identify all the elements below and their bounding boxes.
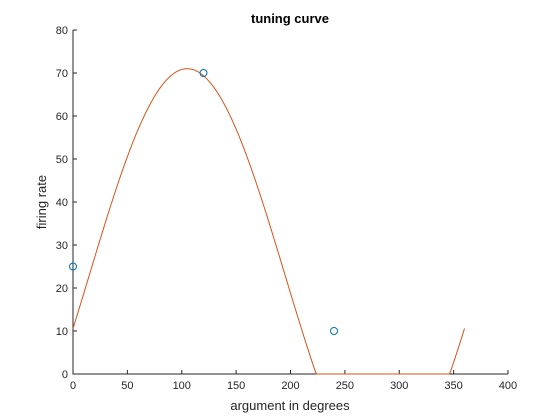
data-point-marker xyxy=(330,327,338,335)
x-tick-label: 150 xyxy=(227,380,245,392)
y-axis-label: firing rate xyxy=(34,175,49,229)
x-tick-label: 200 xyxy=(281,380,299,392)
chart-title: tuning curve xyxy=(251,11,329,26)
x-tick-label: 250 xyxy=(336,380,354,392)
y-tick-label: 40 xyxy=(56,197,68,209)
y-tick-label: 30 xyxy=(56,240,68,252)
x-tick-label: 300 xyxy=(390,380,408,392)
x-tick-label: 0 xyxy=(70,380,76,392)
y-tick-label: 10 xyxy=(56,326,68,338)
y-tick-label: 20 xyxy=(56,283,68,295)
y-tick-label: 80 xyxy=(56,25,68,37)
y-tick-label: 50 xyxy=(56,154,68,166)
x-tick-label: 400 xyxy=(499,380,517,392)
data-point-marker xyxy=(69,262,77,271)
y-tick-label: 70 xyxy=(56,68,68,80)
x-tick-label: 50 xyxy=(121,380,133,392)
plot-axes xyxy=(72,30,508,375)
axis-ticks: 0 50 100 150 200 250 300 350 400 0 10 20 30 40 50 60 70 8… xyxy=(56,25,517,392)
y-tick-label: 60 xyxy=(56,111,68,123)
x-tick-label: 350 xyxy=(444,380,462,392)
x-axis-label: argument in degrees xyxy=(230,398,350,413)
x-tick-label: 100 xyxy=(173,380,191,392)
y-tick-label: 0 xyxy=(62,369,68,381)
data-point-marker xyxy=(199,69,208,77)
data-markers xyxy=(69,69,338,335)
tuning-curve-line xyxy=(72,68,465,375)
